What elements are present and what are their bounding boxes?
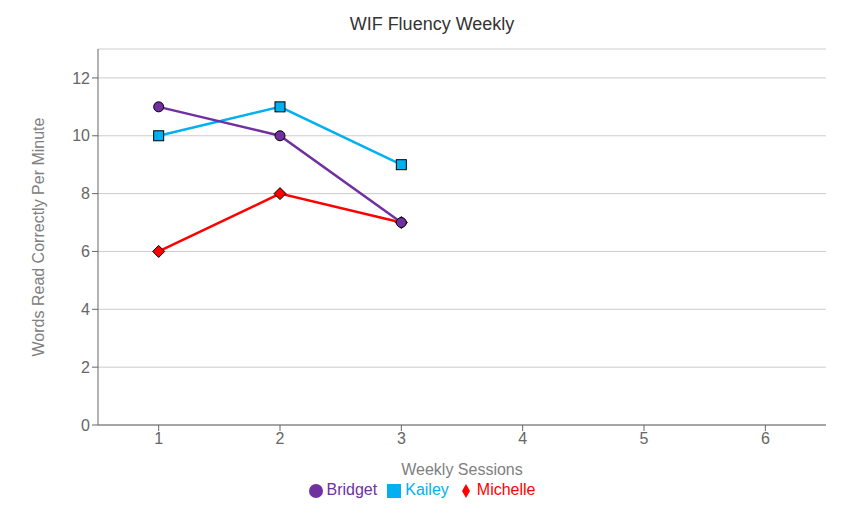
html-text:WIF Fluency Weekly: WIF Fluency Weekly bbox=[349, 14, 515, 34]
svg-text:Words Read Correctly Per Minut: Words Read Correctly Per Minute bbox=[30, 117, 47, 356]
svg-text:4: 4 bbox=[81, 301, 90, 318]
svg-text:6: 6 bbox=[81, 243, 90, 260]
svg-text:10: 10 bbox=[72, 127, 90, 144]
svg-text:0: 0 bbox=[81, 417, 90, 434]
svg-text:5: 5 bbox=[640, 430, 649, 447]
svg-text:6: 6 bbox=[761, 430, 770, 447]
svg-text:4: 4 bbox=[518, 430, 527, 447]
svg-text:12: 12 bbox=[72, 70, 90, 87]
html-text:Michelle: Michelle bbox=[476, 481, 536, 498]
html-text:Bridget: Bridget bbox=[326, 481, 378, 498]
svg-text:1: 1 bbox=[154, 430, 163, 447]
svg-text:8: 8 bbox=[81, 185, 90, 202]
svg-text:2: 2 bbox=[276, 430, 285, 447]
svg-text:3: 3 bbox=[397, 430, 406, 447]
svg-text:Weekly Sessions: Weekly Sessions bbox=[401, 461, 523, 478]
html-text:Kailey: Kailey bbox=[405, 481, 449, 498]
svg-text:2: 2 bbox=[81, 359, 90, 376]
